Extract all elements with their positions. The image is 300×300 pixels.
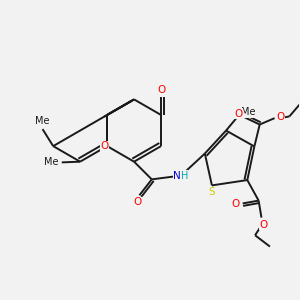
Text: O: O (134, 197, 142, 207)
Text: O: O (259, 220, 267, 230)
Text: O: O (235, 109, 243, 119)
Text: Me: Me (241, 107, 256, 117)
Text: O: O (100, 141, 108, 151)
Text: S: S (208, 188, 214, 197)
Text: N: N (173, 171, 181, 181)
Text: O: O (276, 112, 284, 122)
Text: O: O (157, 85, 165, 95)
Text: H: H (181, 171, 188, 181)
Text: O: O (232, 199, 240, 209)
Text: Me: Me (34, 116, 49, 126)
Text: Me: Me (44, 158, 58, 167)
